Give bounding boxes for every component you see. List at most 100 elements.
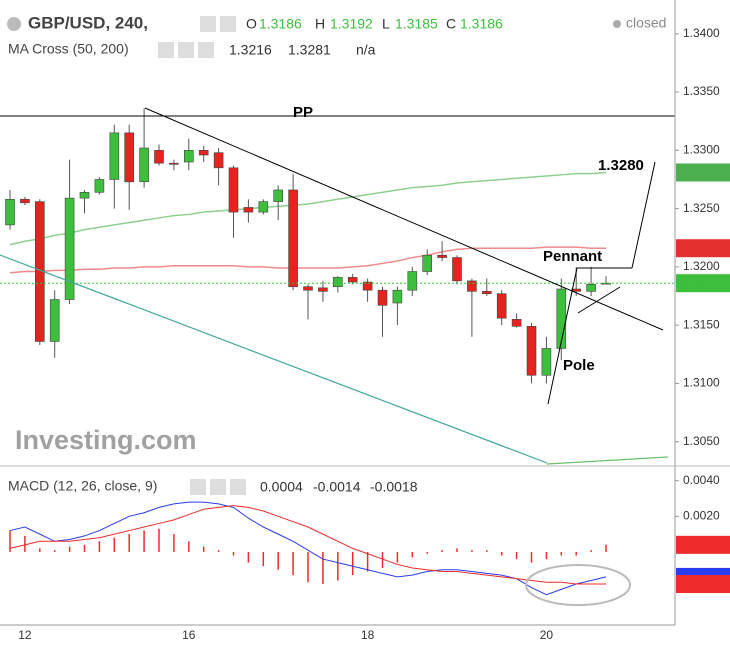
channel-line: [546, 456, 669, 465]
icon[interactable]: [158, 42, 174, 58]
candle-body: [481, 291, 492, 294]
price-tag-label: -0.0018: [680, 577, 721, 591]
price-tag-label: 0.0004: [680, 538, 717, 552]
candle-body: [347, 277, 358, 283]
candle-body: [422, 254, 433, 272]
candle-body: [586, 284, 596, 292]
indicator-value: 1.3216: [229, 42, 272, 58]
y-tick-label: 1.3050: [683, 434, 720, 448]
symbol-icon: [7, 17, 21, 31]
ohlc-value: 1.3192: [330, 16, 373, 32]
icon[interactable]: [200, 16, 216, 32]
symbol-title: GBP/USD, 240,: [28, 13, 148, 32]
candle-body: [5, 198, 15, 226]
ohlc-value: 1.3185: [395, 16, 438, 32]
indicator-extra: n/a: [356, 42, 376, 58]
price-tag-label: 1.3216: [680, 241, 717, 255]
watermark: Investing.com: [15, 425, 197, 455]
price-tag-label: 1.3186: [680, 276, 717, 290]
y-tick-label: 0.0020: [683, 508, 720, 522]
candle-body: [64, 197, 75, 300]
trend-line: [144, 107, 664, 331]
icon[interactable]: [220, 16, 236, 32]
annotation: Pole: [563, 357, 595, 374]
plot: 1.3400 1.3350 1.3300 1.3250 1.3200 1.3150 1.31…: [0, 26, 730, 642]
indicator-title: MA Cross (50, 200): [8, 41, 129, 57]
ohlc-value: 1.3186: [259, 16, 302, 32]
icon[interactable]: [178, 42, 194, 58]
candle-body: [377, 289, 388, 306]
annotation: 1.3280: [598, 157, 644, 174]
price-tag: [676, 535, 730, 554]
candle-body: [526, 326, 537, 376]
candle-body: [228, 167, 239, 213]
candle-body: [392, 289, 403, 304]
icon[interactable]: [190, 479, 206, 495]
y-tick-label: 1.3300: [683, 143, 720, 157]
status-dot: [613, 20, 621, 28]
y-tick-label: 1.3250: [683, 201, 720, 215]
candle-body: [288, 189, 298, 287]
candle-body: [243, 207, 254, 213]
y-tick-label: 1.3100: [683, 376, 720, 390]
annotation: Pennant: [543, 248, 602, 265]
moving-average: [9, 171, 607, 246]
indicator-value: 1.3281: [288, 42, 331, 58]
price-tag: [676, 575, 730, 594]
moving-average: [9, 246, 606, 274]
price-tag-label: 1.3281: [680, 166, 717, 180]
drawings: Investing.com: [15, 425, 197, 455]
x-tick-label: 16: [182, 628, 196, 642]
ohlc-label: C: [446, 16, 456, 32]
indicator-value: -0.0014: [313, 479, 361, 495]
y-tick-label: 1.3400: [683, 26, 720, 40]
candle-body: [94, 179, 105, 193]
y-tick-label: 1.3200: [683, 259, 720, 273]
candle-body: [332, 277, 343, 287]
candle-body: [198, 150, 209, 156]
candle-body: [273, 189, 284, 202]
candle-body: [362, 281, 373, 291]
status: closed: [626, 15, 666, 31]
macd-line: [9, 501, 607, 596]
price-tag: [676, 163, 730, 182]
icon[interactable]: [210, 479, 226, 495]
icon[interactable]: [198, 42, 214, 58]
highlight-ellipse: [525, 564, 631, 606]
candle-body: [452, 257, 462, 282]
icon[interactable]: [230, 479, 246, 495]
price-tag: [676, 274, 730, 293]
y-tick-label: 0.0040: [683, 473, 720, 487]
y-tick-label: 1.3150: [683, 317, 720, 331]
candle-body: [467, 280, 477, 292]
candle-body: [184, 150, 194, 163]
candle-body: [109, 132, 120, 180]
candle-body: [20, 198, 30, 204]
pole-line: [547, 267, 578, 405]
y-tick-label: 1.3350: [683, 84, 720, 98]
candle-body: [437, 254, 447, 258]
target-line: [631, 161, 656, 269]
price-tag: [676, 239, 730, 258]
x-tick-label: 18: [361, 628, 375, 642]
pennant-line: [577, 286, 621, 314]
ohlc-label: L: [382, 16, 390, 32]
candle-body: [303, 286, 313, 291]
drawings: [0, 0, 730, 626]
candle-body: [213, 152, 224, 169]
indicator-value: -0.0018: [370, 479, 418, 495]
candle-body: [49, 299, 60, 342]
candle-body: [541, 348, 552, 376]
annotation: PP: [293, 104, 313, 121]
ohlc-value: 1.3186: [460, 16, 503, 32]
candle-body: [496, 293, 507, 319]
indicator-title: MACD (12, 26, close, 9): [8, 478, 157, 494]
macd-line: [9, 505, 606, 585]
candle-body: [511, 319, 522, 327]
candle-body: [258, 201, 269, 213]
ohlc-label: H: [315, 16, 325, 32]
candle-body: [124, 132, 134, 183]
candle-body: [407, 271, 418, 291]
candle-body: [154, 150, 164, 164]
candle-body: [169, 162, 179, 165]
